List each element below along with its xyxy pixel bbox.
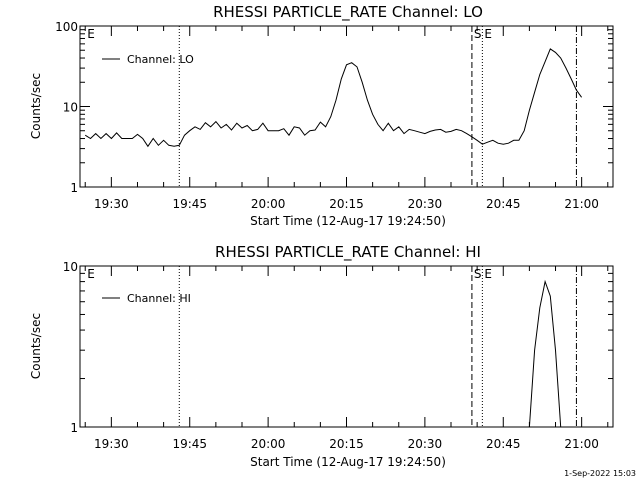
y-ticks-hi: 1 10 — [63, 260, 613, 435]
x-tick-label: 20:30 — [408, 197, 443, 211]
x-tick-label: 19:45 — [172, 197, 207, 211]
x-tick-label: 20:30 — [408, 437, 443, 451]
time-marker-label: E — [87, 27, 95, 41]
y-tick-label: 100 — [55, 20, 78, 34]
x-tick-label: 20:45 — [486, 437, 521, 451]
legend-lo: Channel: LO — [102, 53, 194, 66]
x-ticks-hi: 19:30 19:45 20:00 20:15 20:30 20:45 21:00 — [84, 266, 609, 451]
y-axis-label-lo: Counts/sec — [29, 73, 43, 139]
x-axis-label-lo: Start Time (12-Aug-17 19:24:50) — [250, 214, 446, 228]
series-lo — [84, 48, 583, 148]
x-ticks-lo: 19:30 19:45 20:00 20:15 20:30 20:45 21:00 — [84, 26, 609, 211]
y-axis-label-hi: Counts/sec — [29, 313, 43, 379]
series-line — [528, 279, 562, 428]
x-tick-label: 20:45 — [486, 197, 521, 211]
time-marker-label: S — [474, 267, 482, 281]
series-line — [84, 48, 583, 148]
x-tick-label: 19:30 — [94, 197, 129, 211]
y-ticks-lo: 1 10 100 — [55, 20, 613, 195]
y-tick-label: 10 — [63, 260, 78, 274]
date-stamp: 1-Sep-2022 15:03 — [564, 469, 636, 478]
x-tick-label: 19:45 — [172, 437, 207, 451]
legend-label-hi: Channel: HI — [127, 292, 191, 305]
x-tick-label: 20:00 — [251, 437, 286, 451]
y-tick-label: 1 — [70, 181, 78, 195]
chart-title-lo: RHESSI PARTICLE_RATE Channel: LO — [213, 3, 483, 22]
panel-channel-lo: RHESSI PARTICLE_RATE Channel: LO Counts/… — [29, 3, 614, 228]
legend-hi: Channel: HI — [102, 292, 191, 305]
x-tick-label: 19:30 — [94, 437, 129, 451]
legend-label-lo: Channel: LO — [127, 53, 194, 66]
series-hi — [528, 279, 562, 428]
x-tick-label: 21:00 — [564, 197, 599, 211]
time-marker-label: E — [484, 27, 492, 41]
time-marker-label: S — [474, 27, 482, 41]
chart-title-hi: RHESSI PARTICLE_RATE Channel: HI — [215, 243, 481, 262]
x-axis-label-hi: Start Time (12-Aug-17 19:24:50) — [250, 455, 446, 469]
plot-frame-hi — [79, 265, 614, 428]
panel-channel-hi: RHESSI PARTICLE_RATE Channel: HI Counts/… — [29, 243, 614, 469]
time-marker-label: E — [484, 267, 492, 281]
x-tick-label: 20:00 — [251, 197, 286, 211]
plot-frame-lo — [79, 25, 614, 188]
y-tick-label: 1 — [70, 421, 78, 435]
time-marker-label: E — [87, 267, 95, 281]
x-tick-label: 20:15 — [329, 197, 364, 211]
y-tick-label: 10 — [63, 101, 78, 115]
x-tick-label: 21:00 — [564, 437, 599, 451]
x-tick-label: 20:15 — [329, 437, 364, 451]
